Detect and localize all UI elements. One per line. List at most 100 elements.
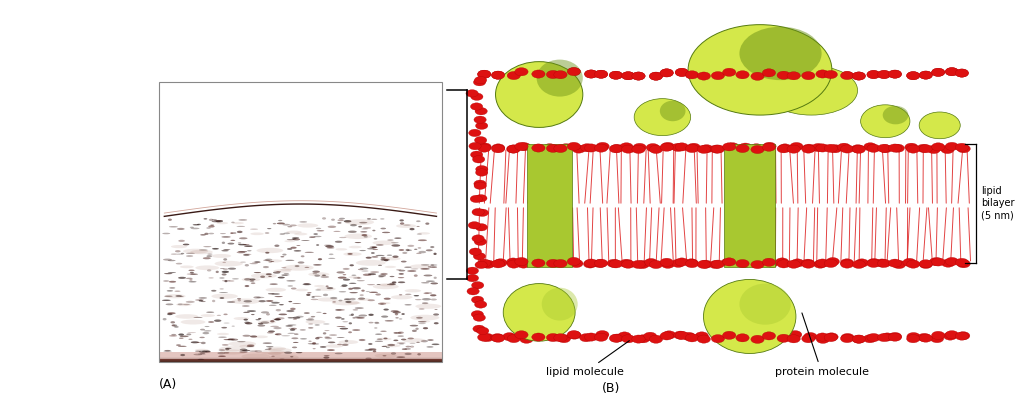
Ellipse shape	[632, 72, 645, 80]
Ellipse shape	[258, 325, 265, 327]
Ellipse shape	[216, 220, 223, 222]
Ellipse shape	[560, 144, 573, 152]
Bar	[527, 144, 572, 267]
Bar	[159, 354, 442, 359]
Ellipse shape	[907, 145, 920, 153]
Ellipse shape	[840, 260, 853, 268]
Ellipse shape	[220, 233, 226, 234]
Ellipse shape	[238, 244, 246, 245]
Ellipse shape	[751, 72, 764, 81]
Ellipse shape	[258, 323, 263, 325]
Ellipse shape	[273, 327, 281, 329]
Ellipse shape	[223, 249, 230, 250]
Ellipse shape	[397, 335, 404, 337]
Bar	[159, 353, 442, 358]
Ellipse shape	[231, 298, 260, 304]
Ellipse shape	[228, 339, 233, 340]
Ellipse shape	[473, 180, 486, 187]
Ellipse shape	[841, 333, 854, 342]
Ellipse shape	[202, 257, 211, 259]
Ellipse shape	[212, 300, 216, 302]
Ellipse shape	[632, 72, 645, 80]
Bar	[159, 355, 442, 360]
Ellipse shape	[176, 295, 182, 297]
Ellipse shape	[476, 169, 488, 176]
Ellipse shape	[877, 70, 890, 79]
Ellipse shape	[685, 144, 698, 152]
Ellipse shape	[646, 143, 659, 152]
Bar	[159, 353, 442, 358]
Ellipse shape	[200, 234, 205, 236]
Ellipse shape	[864, 335, 877, 343]
Ellipse shape	[268, 293, 274, 294]
Ellipse shape	[737, 259, 751, 268]
Ellipse shape	[244, 264, 249, 266]
Ellipse shape	[250, 229, 258, 230]
Ellipse shape	[195, 349, 208, 351]
Ellipse shape	[333, 301, 336, 302]
Ellipse shape	[307, 292, 311, 293]
Ellipse shape	[371, 252, 375, 254]
Ellipse shape	[389, 276, 394, 277]
Ellipse shape	[301, 240, 309, 241]
Ellipse shape	[316, 287, 336, 291]
Ellipse shape	[193, 317, 202, 318]
Ellipse shape	[751, 72, 764, 81]
Ellipse shape	[919, 334, 933, 342]
Ellipse shape	[888, 333, 902, 341]
Ellipse shape	[430, 265, 434, 266]
Ellipse shape	[930, 335, 944, 343]
Ellipse shape	[259, 300, 266, 302]
Ellipse shape	[596, 330, 609, 339]
Bar	[159, 353, 442, 358]
Ellipse shape	[328, 258, 336, 259]
Ellipse shape	[632, 145, 645, 153]
Ellipse shape	[777, 145, 791, 153]
Ellipse shape	[434, 309, 438, 310]
Bar	[159, 353, 442, 358]
Ellipse shape	[398, 273, 404, 275]
Ellipse shape	[907, 332, 920, 341]
Ellipse shape	[203, 330, 212, 332]
Ellipse shape	[567, 67, 580, 76]
Ellipse shape	[294, 233, 307, 236]
Ellipse shape	[270, 283, 277, 285]
Bar	[159, 353, 442, 358]
Ellipse shape	[660, 258, 674, 266]
Ellipse shape	[180, 296, 184, 297]
Ellipse shape	[375, 353, 396, 358]
Ellipse shape	[492, 144, 505, 152]
Ellipse shape	[385, 266, 396, 268]
Ellipse shape	[362, 290, 365, 292]
Ellipse shape	[421, 282, 429, 284]
Ellipse shape	[378, 275, 386, 277]
Ellipse shape	[193, 224, 199, 226]
Ellipse shape	[183, 304, 190, 305]
Ellipse shape	[240, 262, 245, 263]
Ellipse shape	[219, 292, 228, 293]
Ellipse shape	[852, 72, 866, 80]
Ellipse shape	[919, 71, 933, 79]
Ellipse shape	[477, 209, 489, 217]
Ellipse shape	[244, 285, 250, 287]
Ellipse shape	[393, 332, 397, 333]
Ellipse shape	[532, 70, 545, 78]
Ellipse shape	[347, 253, 352, 255]
Ellipse shape	[313, 233, 318, 235]
Ellipse shape	[919, 71, 933, 79]
Ellipse shape	[433, 253, 436, 255]
Ellipse shape	[297, 245, 301, 246]
Ellipse shape	[609, 71, 622, 79]
Ellipse shape	[931, 331, 945, 339]
Ellipse shape	[176, 303, 192, 306]
Bar	[159, 353, 442, 357]
Ellipse shape	[375, 341, 383, 342]
Ellipse shape	[418, 321, 426, 322]
Ellipse shape	[273, 223, 276, 224]
Ellipse shape	[242, 244, 250, 245]
Bar	[159, 356, 442, 361]
Ellipse shape	[308, 327, 313, 328]
Ellipse shape	[293, 342, 299, 343]
Ellipse shape	[711, 331, 724, 339]
Ellipse shape	[292, 237, 299, 239]
